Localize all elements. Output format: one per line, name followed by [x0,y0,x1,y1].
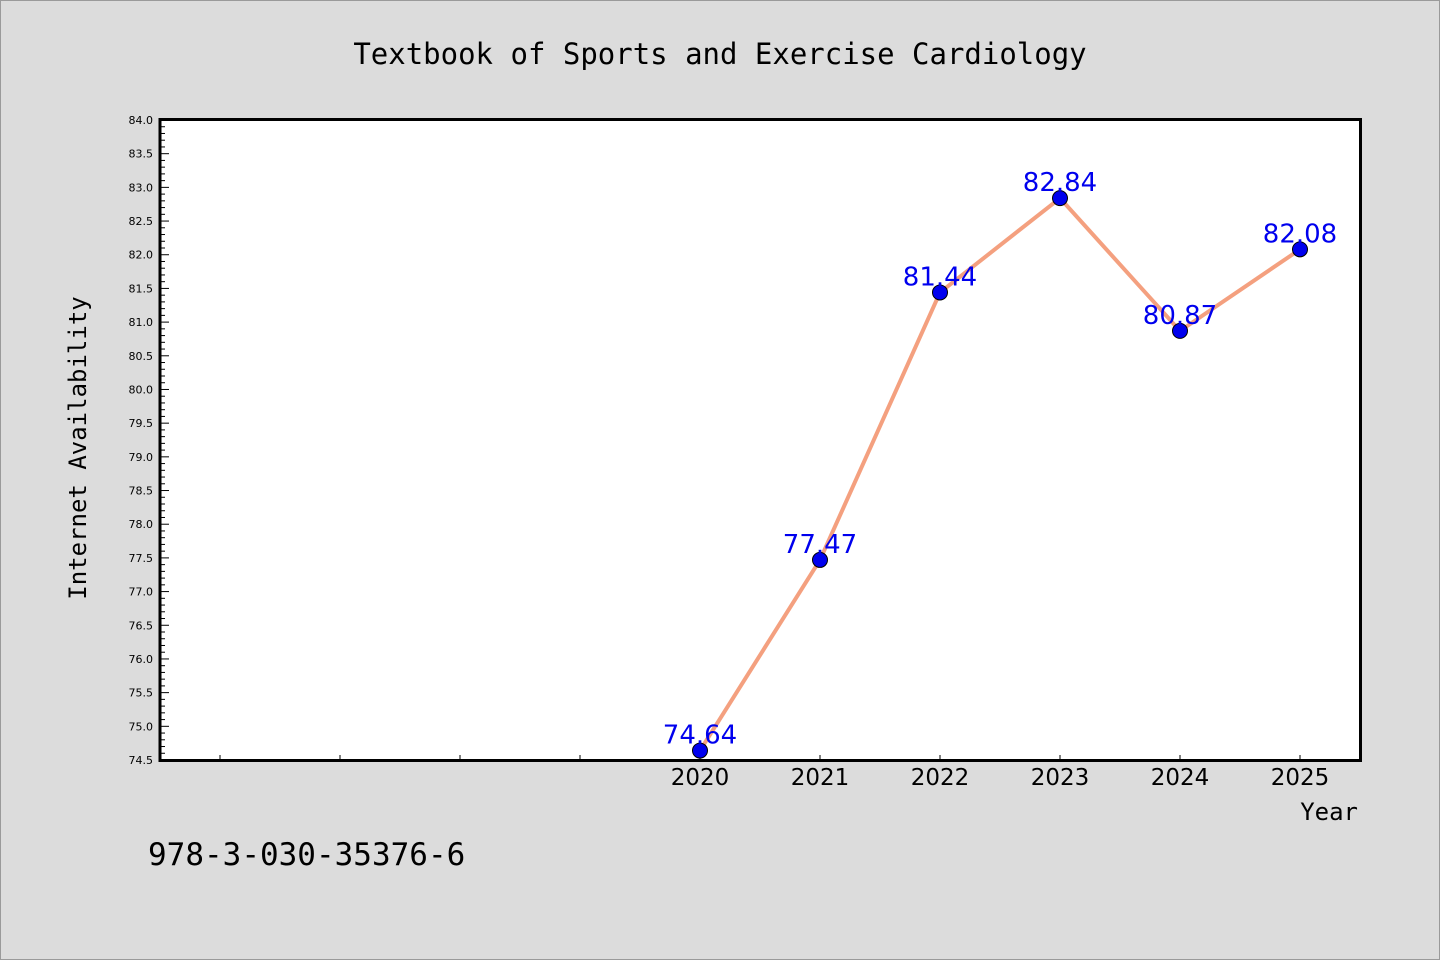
plot-area [160,119,1361,761]
y-tick-label: 80.5 [129,350,154,363]
x-tick-label: 2020 [671,765,730,791]
data-labels: 74.64 77.47 81.44 82.84 80.87 82.08 [663,168,1337,750]
y-axis-label: Internet Availability [64,296,92,599]
data-label: 81.44 [903,262,977,292]
y-tick-label: 78.0 [129,518,154,531]
y-tick-label: 82.0 [129,249,154,262]
data-point [1292,241,1308,258]
y-tick-label: 76.5 [129,619,154,632]
data-point [1172,322,1188,339]
x-tick-label: 2021 [791,765,850,791]
x-tick-label: 2022 [911,765,970,791]
x-tick-label: 2023 [1031,765,1090,791]
y-tick-label: 74.5 [129,754,154,767]
data-label: 77.47 [783,530,857,560]
y-tick-label: 82.5 [129,215,154,228]
y-axis: 74.5 75.0 75.5 76.0 76.5 77.0 77.5 78.0 78.5 79.0… [129,114,169,767]
data-label: 82.84 [1023,168,1097,198]
y-tick-label: 76.0 [129,653,154,666]
data-label: 74.64 [663,721,737,751]
data-label: 80.87 [1143,301,1217,331]
y-tick-label: 80.0 [129,383,154,396]
y-tick-label: 84.0 [129,114,154,127]
data-label: 82.08 [1263,219,1337,249]
y-tick-label: 77.0 [129,586,154,599]
y-tick-label: 81.0 [129,316,154,329]
series-line [698,196,1302,753]
y-tick-label: 83.0 [129,181,154,194]
y-tick-label: 79.5 [129,417,154,430]
series-group [692,190,1308,759]
y-tick-label: 75.0 [129,720,154,733]
x-tick-label: 2025 [1271,765,1330,791]
data-point [932,284,948,301]
y-tick-label: 78.5 [129,485,154,498]
plot-frame [158,118,1362,762]
data-point [692,742,708,759]
y-tick-label: 75.5 [129,687,154,700]
footnote: 978-3-030-35376-6 [148,837,465,873]
x-axis-label: Year [1300,798,1358,826]
y-tick-label: 81.5 [129,282,154,295]
x-tick-label: 2024 [1151,765,1210,791]
data-point [1052,190,1068,207]
chart-title: Textbook of Sports and Exercise Cardiolo… [353,37,1086,71]
y-tick-label: 83.5 [129,148,154,161]
data-point [812,551,828,568]
y-tick-label: 77.5 [129,552,154,565]
y-tick-label: 79.0 [129,451,154,464]
